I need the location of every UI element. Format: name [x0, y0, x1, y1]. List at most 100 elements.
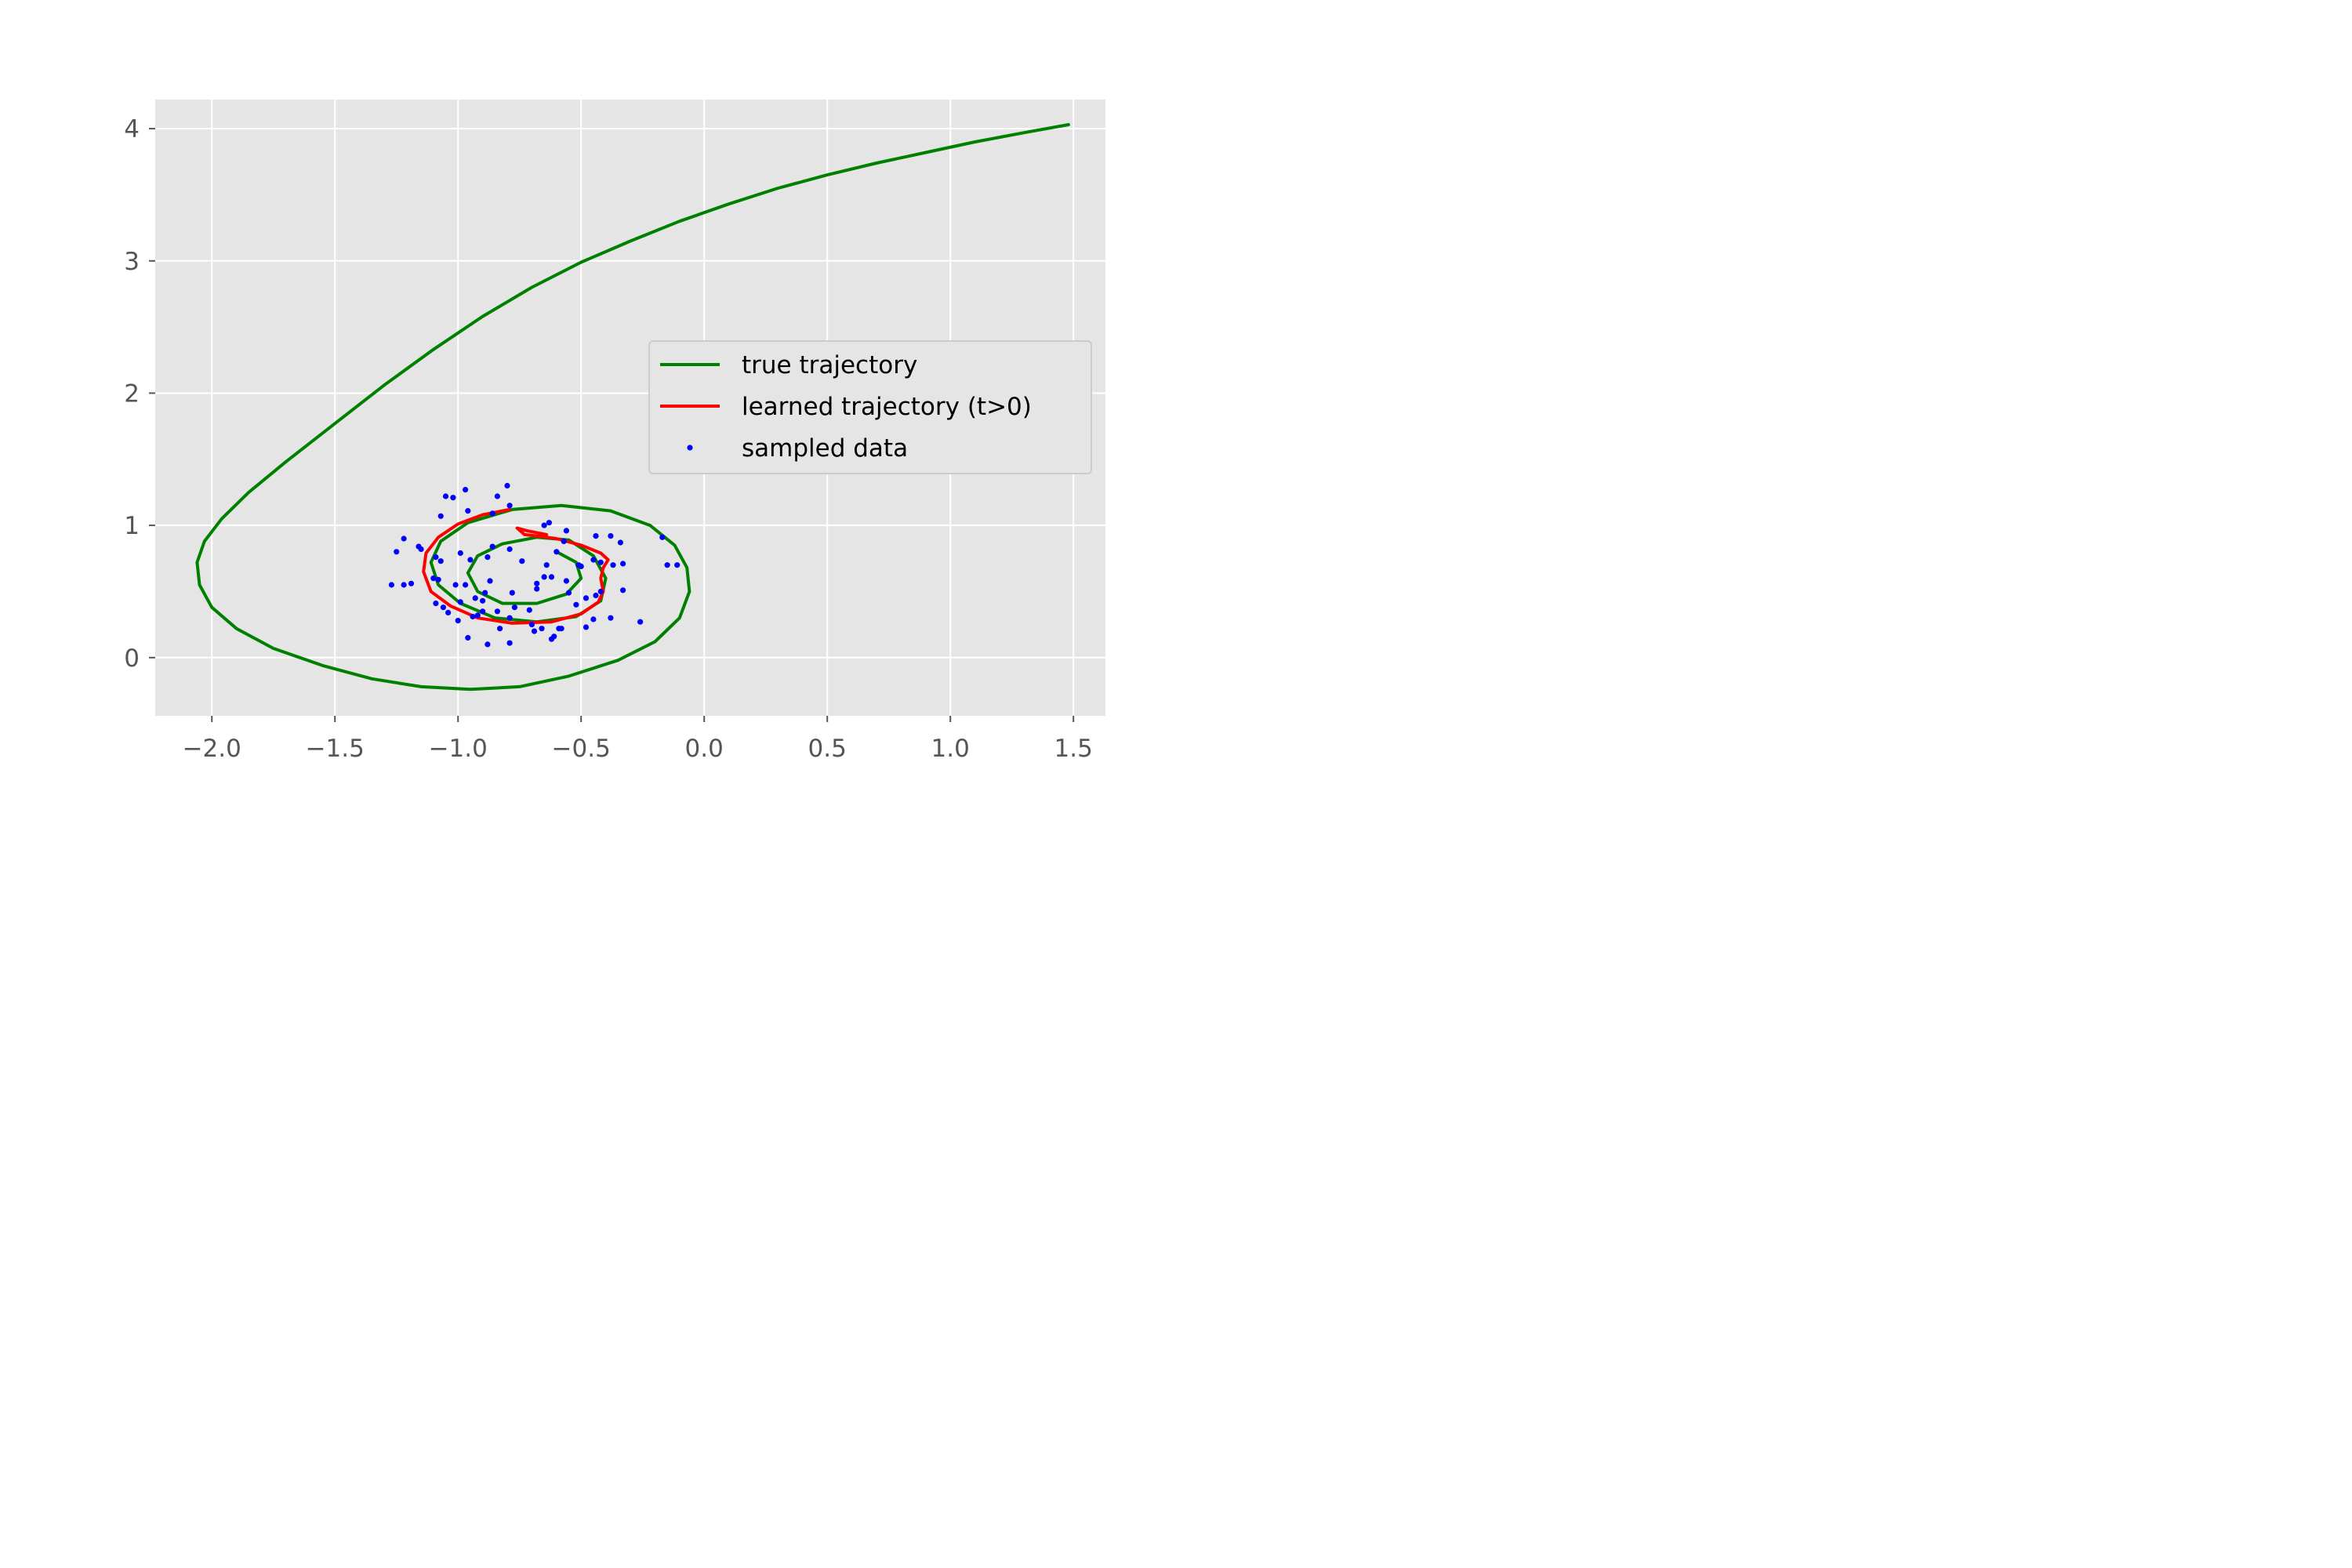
- sampled-data-point: [465, 634, 471, 641]
- sampled-data-point: [519, 558, 525, 564]
- legend-label-sampled-data: sampled data: [742, 434, 908, 463]
- sampled-data-point: [548, 574, 555, 580]
- sampled-data-point: [659, 534, 666, 540]
- sampled-data-point: [674, 562, 681, 568]
- sampled-data-point: [593, 533, 599, 539]
- sampled-data-point: [485, 554, 491, 561]
- sampled-data-point: [534, 586, 540, 592]
- sampled-data-point: [474, 612, 481, 619]
- sampled-data-point: [465, 508, 471, 514]
- sampled-data-point: [450, 495, 456, 501]
- sampled-data-point: [539, 626, 545, 632]
- sampled-data-point: [509, 590, 515, 596]
- sampled-data-point: [394, 549, 400, 555]
- sampled-data-point: [578, 563, 584, 570]
- sampled-data-point: [590, 557, 597, 563]
- legend-label-true-trajectory: true trajectory: [742, 351, 917, 379]
- sampled-data-point: [528, 622, 535, 628]
- sampled-data-point: [565, 590, 572, 596]
- sampled-data-point: [546, 520, 553, 526]
- sampled-data-point: [534, 580, 540, 586]
- sampled-data-point: [457, 599, 463, 605]
- sampled-data-point: [437, 513, 444, 519]
- sampled-data-point: [388, 582, 394, 588]
- sampled-data-point: [620, 587, 626, 593]
- sampled-data-point: [506, 640, 513, 646]
- series-layer: [195, 123, 1070, 691]
- sampled-data-point: [590, 616, 597, 622]
- sampled-data-point: [583, 595, 590, 601]
- x-tick-label: −1.0: [429, 735, 488, 763]
- sampled-data-point: [418, 546, 424, 553]
- sampled-data-point: [494, 608, 501, 615]
- sampled-data-point: [480, 597, 486, 604]
- sampled-data-point: [487, 578, 493, 584]
- sampled-data-point: [463, 487, 469, 493]
- sampled-data-point: [531, 628, 538, 634]
- sampled-data-point: [455, 618, 461, 624]
- sampled-data-point: [554, 549, 560, 555]
- sampled-data-point: [470, 613, 476, 620]
- sampled-data-point: [408, 580, 415, 586]
- ticks-layer: −2.0 −1.5 −1.0 −0.5 0.0 0.5 1.0 1.5 0 1 2 3 4: [124, 115, 1093, 763]
- sampled-data-point: [452, 582, 459, 588]
- learned-trajectory-line: [422, 507, 610, 625]
- sampled-data-point: [620, 561, 626, 567]
- legend-label-learned-trajectory: learned trajectory (t>0): [742, 393, 1032, 421]
- sampled-data-point: [551, 633, 557, 640]
- x-tick-label: −0.5: [552, 735, 611, 763]
- sampled-data-point: [485, 641, 491, 648]
- x-tick-label: 1.5: [1054, 735, 1093, 763]
- sampled-data-point: [593, 592, 599, 599]
- y-tick-label: 4: [124, 115, 140, 143]
- y-tick-label: 3: [124, 248, 140, 276]
- x-tick-label: −2.0: [183, 735, 241, 763]
- sampled-data-point: [583, 624, 590, 630]
- y-tick-label: 0: [124, 644, 140, 673]
- sampled-data-point: [463, 582, 469, 588]
- chart-svg: −2.0 −1.5 −1.0 −0.5 0.0 0.5 1.0 1.5 0 1 2 3 4 true t…: [124, 100, 1105, 763]
- sampled-data-point: [511, 604, 518, 611]
- sampled-data-point: [563, 528, 570, 534]
- sampled-data-point: [504, 482, 510, 489]
- sampled-data-point: [543, 562, 550, 568]
- sampled-data-point: [608, 615, 614, 621]
- sampled-data-point: [445, 609, 452, 616]
- sampled-data-point: [480, 608, 486, 615]
- sampled-data-point: [401, 535, 407, 542]
- sampled-data-point: [467, 557, 474, 563]
- sampled-data-point: [497, 626, 503, 632]
- legend-box: [648, 340, 1092, 474]
- sampled-data-point: [506, 503, 513, 509]
- sampled-data-point: [435, 576, 441, 583]
- sampled-data-point: [489, 543, 495, 550]
- x-tick-label: 0.5: [808, 735, 847, 763]
- sampled-data-point: [558, 626, 564, 632]
- sampled-data-point: [494, 493, 501, 499]
- chart-figure: −2.0 −1.5 −1.0 −0.5 0.0 0.5 1.0 1.5 0 1 2 3 4 true t…: [0, 0, 1212, 808]
- x-tick-label: 0.0: [685, 735, 724, 763]
- legend: true trajectory learned trajectory (t>0)…: [648, 340, 1092, 474]
- x-tick-label: −1.5: [306, 735, 365, 763]
- sampled-data-point: [597, 559, 604, 565]
- sampled-data-point: [437, 558, 444, 564]
- sampled-data-point: [664, 562, 670, 568]
- sampled-data-point: [563, 578, 570, 584]
- sampled-data-point: [457, 550, 463, 557]
- sampled-data-point: [433, 554, 439, 561]
- sampled-data-point: [506, 615, 513, 621]
- sampled-data-point: [489, 510, 495, 517]
- sampled-data-point: [541, 522, 547, 528]
- y-tick-label: 2: [124, 379, 140, 408]
- sampled-data-point: [597, 588, 604, 595]
- sampled-data-point: [401, 582, 407, 588]
- sampled-data-point: [482, 590, 488, 596]
- sampled-data-point: [433, 601, 439, 607]
- sampled-data-point: [526, 607, 532, 613]
- sampled-data-point: [608, 533, 614, 539]
- sampled-data-point: [561, 538, 567, 545]
- sampled-data-point: [506, 546, 513, 553]
- sampled-data-point: [472, 595, 478, 601]
- sampled-data-point: [610, 562, 616, 568]
- legend-handle-sampled-data: [687, 445, 693, 451]
